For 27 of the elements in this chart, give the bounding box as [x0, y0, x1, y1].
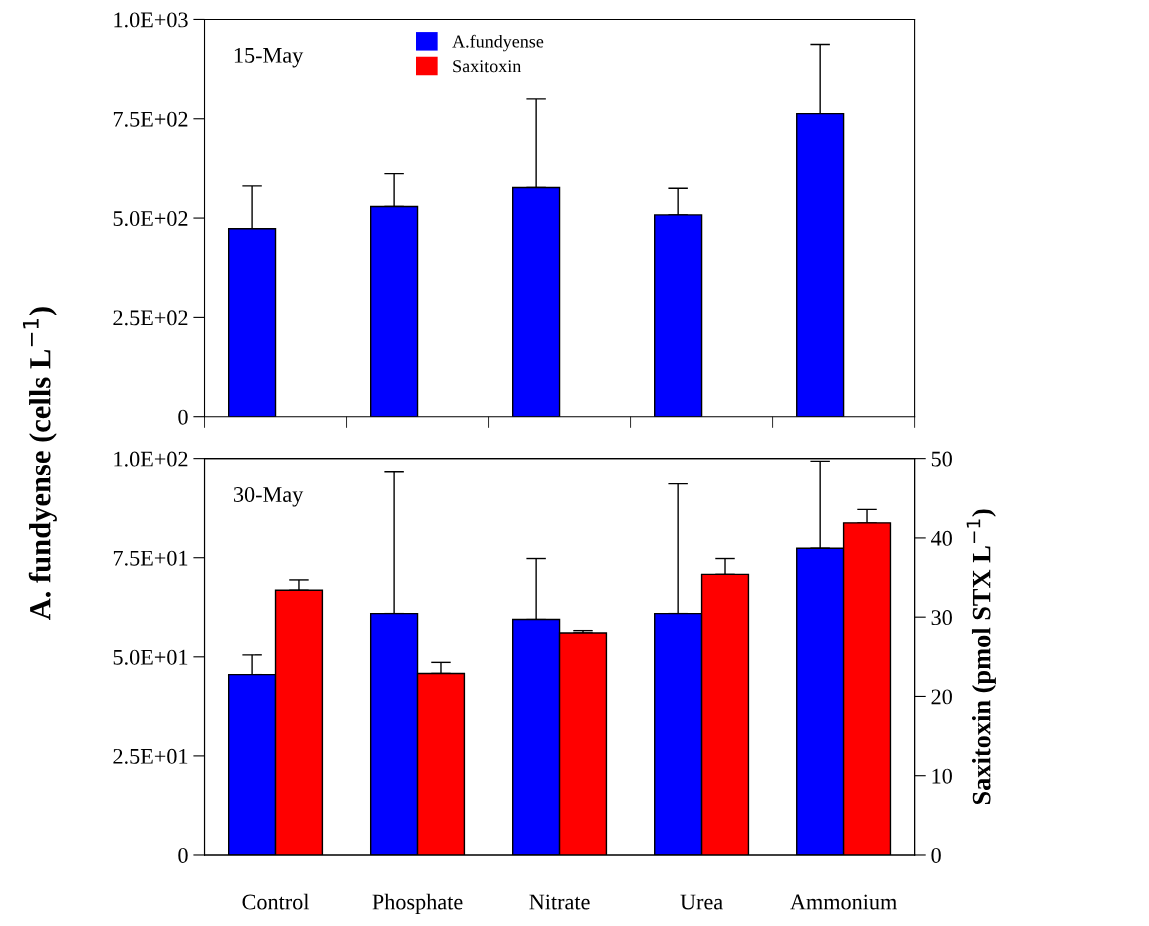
annotation: 30-May — [233, 486, 304, 507]
y-tick-label: 2.5E+01 — [113, 748, 188, 764]
x-tick-label: Nitrate — [529, 894, 590, 910]
y2-tick-label: 40 — [931, 530, 952, 546]
x-tick-label: Control — [242, 893, 310, 910]
y-tick-label: 1.0E+03 — [114, 12, 188, 28]
y-tick-label: 7.5E+02 — [113, 111, 188, 127]
legend-label: Saxitoxin — [453, 60, 522, 73]
y-tick-label: 7.5E+01 — [113, 550, 188, 566]
y-tick-label: 5.0E+02 — [113, 211, 188, 227]
y2-tick-label: 0 — [931, 847, 941, 863]
y2-tick-label: 10 — [932, 768, 952, 784]
y2-tick-label: 30 — [931, 610, 952, 626]
y2-tick-label: 20 — [931, 689, 952, 705]
y-axis-title: A. fundyense (cells L$^{−1}$) — [22, 307, 57, 621]
y-tick-label: 0 — [178, 847, 188, 863]
y-tick-label: 1.0E+02 — [114, 451, 188, 467]
y2-tick-label: 50 — [931, 451, 952, 467]
annotation: 15-May — [234, 47, 304, 68]
legend-label: A.fundyense — [452, 34, 544, 52]
y-tick-label: 2.5E+02 — [113, 310, 188, 326]
x-tick-label: Urea — [680, 894, 723, 910]
x-tick-label: Ammonium — [790, 894, 897, 910]
y-tick-label: 5.0E+01 — [113, 649, 188, 665]
x-tick-label: Phosphate — [372, 893, 463, 915]
y-tick-label: 0 — [178, 409, 188, 425]
y2-axis-title: Saxitoxin (pmol STX L$^{−1}$) — [966, 509, 996, 805]
